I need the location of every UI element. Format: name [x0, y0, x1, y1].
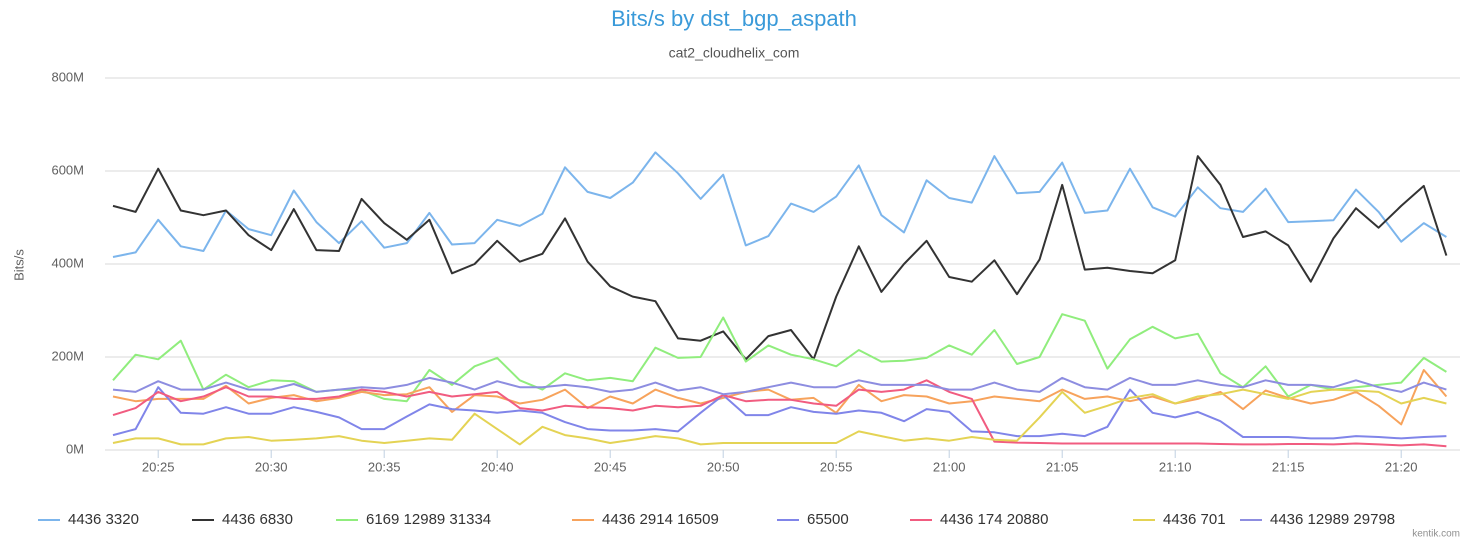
- legend-label: 4436 2914 16509: [602, 511, 719, 528]
- y-tick-label: 0M: [66, 441, 84, 456]
- y-axis-label: Bits/s: [11, 249, 26, 281]
- x-tick-label: 20:35: [368, 459, 401, 474]
- x-tick-label: 21:00: [933, 459, 966, 474]
- series-line: [112, 151, 1447, 258]
- y-tick-label: 200M: [51, 348, 84, 363]
- x-tick-label: 21:05: [1046, 459, 1079, 474]
- legend-label: 4436 6830: [222, 511, 293, 528]
- series-line: [112, 313, 1447, 403]
- legend-label: 4436 3320: [68, 511, 139, 528]
- legend-label: 6169 12989 31334: [366, 511, 491, 528]
- chart-subtitle: cat2_cloudhelix_com: [669, 45, 800, 61]
- series-line: [112, 388, 1447, 446]
- x-tick-label: 20:50: [707, 459, 740, 474]
- legend-label: 65500: [807, 511, 849, 528]
- series-line: [112, 376, 1447, 396]
- x-tick-label: 21:15: [1272, 459, 1305, 474]
- credit: kentik.com: [1412, 529, 1460, 540]
- x-tick-label: 21:20: [1385, 459, 1418, 474]
- y-tick-label: 800M: [51, 69, 84, 84]
- x-tick-label: 21:10: [1159, 459, 1192, 474]
- y-tick-label: 400M: [51, 255, 84, 270]
- legend-label: 4436 701: [1163, 511, 1226, 528]
- series-line: [112, 155, 1448, 361]
- x-tick-label: 20:40: [481, 459, 514, 474]
- x-tick-label: 20:55: [820, 459, 853, 474]
- series-line: [112, 386, 1447, 440]
- series-line: [112, 379, 1447, 448]
- series-line: [112, 369, 1448, 426]
- chart-title: Bits/s by dst_bgp_aspath: [611, 6, 857, 31]
- x-tick-label: 20:45: [594, 459, 627, 474]
- x-tick-label: 20:25: [142, 459, 175, 474]
- legend-label: 4436 12989 29798: [1270, 511, 1395, 528]
- x-tick-label: 20:30: [255, 459, 288, 474]
- y-tick-label: 600M: [51, 162, 84, 177]
- legend-label: 4436 174 20880: [940, 511, 1048, 528]
